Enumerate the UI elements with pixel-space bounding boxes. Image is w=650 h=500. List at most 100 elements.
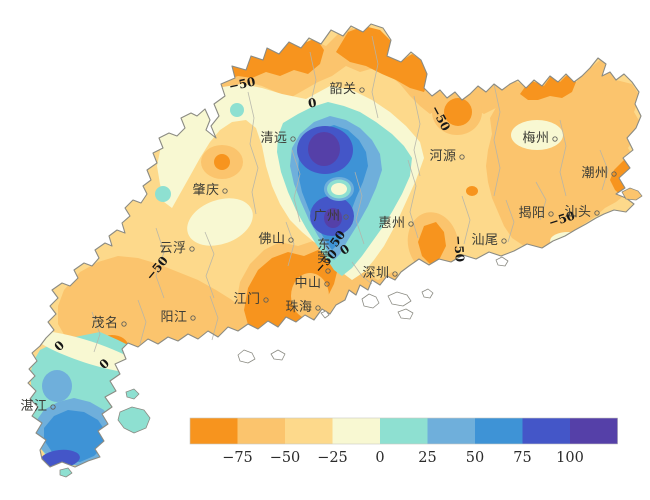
fill-deep-orange-shanwei — [418, 222, 446, 264]
city-label: 韶关 — [329, 81, 356, 97]
city-label: 揭阳 — [518, 206, 545, 221]
boundary-line — [285, 221, 295, 267]
city-label: 东莞 — [317, 238, 331, 266]
boundary-line — [247, 91, 259, 215]
city-label: 清远 — [260, 131, 287, 146]
city-marker — [50, 404, 56, 410]
legend-swatch — [237, 418, 286, 444]
province-outline — [27, 23, 642, 468]
island-east-bay — [421, 288, 434, 299]
legend-swatch — [475, 418, 523, 444]
boundary-line — [371, 35, 379, 119]
island-chuanshan-west — [237, 349, 256, 364]
fill-eye-cream-core — [331, 183, 347, 195]
boundary-line — [291, 149, 301, 223]
city-label: 深圳 — [362, 266, 389, 281]
legend-frame — [189, 417, 618, 445]
city-marker — [190, 315, 196, 321]
legend: −75 −50 −25 0 25 50 75 100 — [189, 417, 618, 466]
legend-swatch — [522, 418, 571, 444]
city-label: 广州 — [313, 209, 340, 224]
city-marker — [325, 268, 331, 274]
fill-deep-orange-north-bump — [336, 26, 430, 92]
legend-swatch — [285, 418, 333, 444]
city-label: 珠海 — [285, 300, 312, 315]
legend-tick-label: 25 — [418, 450, 436, 466]
city-marker — [552, 136, 558, 142]
city-label: 河源 — [429, 149, 456, 164]
island-donghai — [117, 406, 151, 434]
city-label: 阳江 — [160, 310, 187, 325]
contour-label: −50 — [451, 235, 467, 263]
fill-purple-core-south — [324, 208, 342, 228]
legend-swatch — [427, 418, 476, 444]
fill-deep-orange-zhaoqing-dot — [214, 154, 230, 170]
city-marker — [501, 238, 507, 244]
city-label: 云浮 — [159, 241, 186, 256]
boundary-line — [413, 95, 421, 177]
island-macau — [320, 310, 330, 319]
fill-blue-peninsula — [44, 410, 106, 462]
island-nanao — [621, 187, 643, 201]
city-marker — [189, 246, 195, 252]
boundary-line — [351, 261, 373, 285]
city-label: 汕尾 — [471, 233, 498, 248]
contour-label: −50 — [228, 74, 257, 93]
boundary-line — [407, 159, 419, 239]
city-label: 湛江 — [20, 399, 47, 414]
fill-purple-core-north — [308, 132, 340, 166]
fill-deep-orange-heyuan — [444, 98, 472, 126]
boundary-line — [559, 119, 567, 197]
city-marker — [343, 214, 349, 220]
legend-tick-label: 50 — [466, 450, 484, 466]
island-south-tip — [59, 467, 73, 478]
fill-deep-orange-heyuan-dot — [466, 186, 478, 196]
legend-swatch — [570, 418, 618, 444]
city-label: 梅州 — [522, 131, 549, 146]
fill-deep-orange-northeast — [520, 74, 576, 100]
boundary-line — [204, 231, 215, 299]
islands — [59, 187, 643, 478]
city-label: 茂名 — [91, 315, 118, 331]
boundary-line — [599, 149, 609, 191]
city-label: 佛山 — [258, 232, 285, 247]
city-marker — [222, 188, 228, 194]
boundary-line — [91, 311, 101, 353]
legend-tick-label: 75 — [513, 450, 531, 466]
city-marker — [359, 87, 365, 93]
island-naozhou — [125, 388, 140, 400]
city-label: 潮州 — [581, 166, 608, 181]
fill-violet-peninsula-tip — [40, 449, 80, 467]
legend-tick-label: 0 — [375, 450, 384, 466]
boundary-line — [309, 51, 317, 107]
island-chuanshan-east — [270, 349, 286, 361]
island-lantau — [361, 293, 380, 309]
island-hk-south — [397, 308, 414, 320]
city-label: 汕头 — [564, 205, 591, 220]
fill-lightblue-peninsula-spot — [42, 370, 72, 402]
city-marker — [315, 305, 321, 311]
city-marker — [594, 210, 600, 216]
boundary-line — [493, 83, 501, 197]
city-label: 江门 — [233, 292, 260, 307]
fill-teal-dot-west — [155, 186, 171, 202]
boundary-line — [209, 295, 219, 341]
city-marker — [290, 136, 296, 142]
legend-tick-label: −25 — [317, 450, 348, 466]
fill-teal-dot-north — [230, 103, 244, 117]
legend-swatch — [380, 418, 428, 444]
legend-swatch — [332, 418, 381, 444]
city-marker — [459, 154, 465, 160]
boundary-line — [137, 299, 147, 345]
city-marker — [392, 271, 398, 277]
island-hongkong — [387, 291, 412, 307]
fill-light-orange-zhongshan-pocket — [291, 273, 329, 319]
city-marker — [611, 171, 617, 177]
city-marker — [288, 237, 294, 243]
boundary-line — [535, 181, 547, 221]
legend-tick-label: −50 — [270, 450, 301, 466]
city-marker — [324, 281, 330, 287]
